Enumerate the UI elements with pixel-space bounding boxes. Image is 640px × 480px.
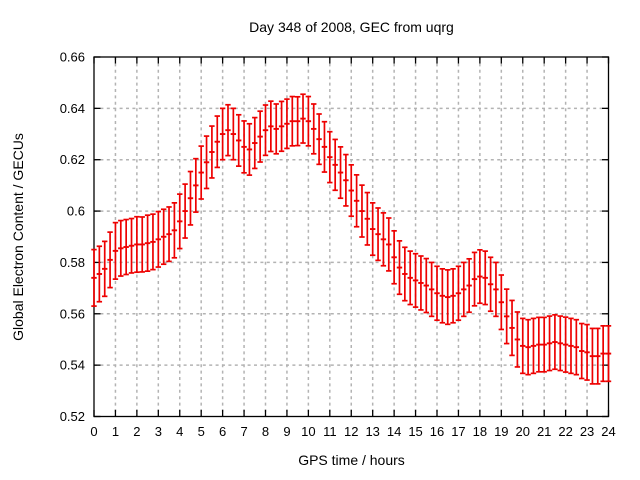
y-tick-label: 0.52: [60, 409, 85, 424]
x-tick-label: 2: [133, 424, 140, 439]
x-tick-label: 1: [112, 424, 119, 439]
x-tick-label: 5: [198, 424, 205, 439]
y-tick-label: 0.58: [60, 255, 85, 270]
x-tick-label: 22: [558, 424, 572, 439]
x-tick-label: 15: [408, 424, 422, 439]
y-tick-label: 0.64: [60, 101, 85, 116]
x-axis-label: GPS time / hours: [298, 452, 405, 468]
chart-title: Day 348 of 2008, GEC from uqrg: [249, 19, 454, 35]
y-tick-label: 0.54: [60, 358, 85, 373]
x-tick-label: 3: [155, 424, 162, 439]
x-tick-label: 7: [240, 424, 247, 439]
x-tick-label: 18: [473, 424, 487, 439]
x-tick-label: 21: [537, 424, 551, 439]
x-tick-label: 12: [344, 424, 358, 439]
x-tick-label: 20: [516, 424, 530, 439]
x-tick-label: 6: [219, 424, 226, 439]
y-tick-label: 0.66: [60, 50, 85, 65]
x-tick-label: 24: [601, 424, 615, 439]
x-tick-label: 0: [90, 424, 97, 439]
y-tick-label: 0.6: [67, 204, 85, 219]
x-tick-label: 13: [365, 424, 379, 439]
x-tick-label: 17: [451, 424, 465, 439]
y-tick-label: 0.62: [60, 152, 85, 167]
x-tick-label: 23: [580, 424, 594, 439]
x-tick-label: 19: [494, 424, 508, 439]
x-tick-label: 11: [323, 424, 337, 439]
x-tick-label: 4: [176, 424, 183, 439]
x-tick-label: 8: [262, 424, 269, 439]
y-tick-label: 0.56: [60, 306, 85, 321]
x-tick-label: 9: [283, 424, 290, 439]
x-tick-label: 14: [387, 424, 401, 439]
x-tick-label: 10: [301, 424, 315, 439]
x-tick-label: 16: [430, 424, 444, 439]
